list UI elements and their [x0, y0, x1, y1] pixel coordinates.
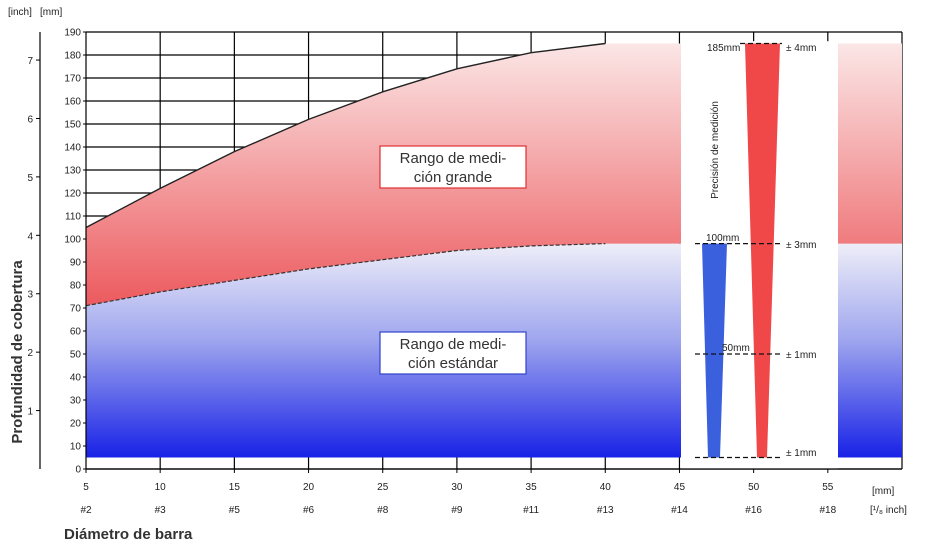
inch-tick-label: 3	[27, 290, 33, 301]
x-unit-mm-label: [mm]	[872, 486, 894, 497]
rebar-label: #8	[377, 505, 389, 516]
y-tick-label: 170	[64, 74, 81, 85]
x-tick-label: 15	[229, 482, 241, 493]
y-tick-label: 90	[70, 258, 82, 269]
y-tick-label: 190	[64, 28, 81, 39]
y-tick-label: 150	[64, 120, 81, 131]
y-tick-label: 160	[64, 97, 81, 108]
rebar-label: #18	[819, 505, 836, 516]
inch-tick-label: 4	[27, 231, 33, 242]
x-tick-label: 45	[674, 482, 686, 493]
x-tick-label: 40	[600, 482, 612, 493]
tolerance-label-3: ± 1mm	[786, 350, 817, 361]
y-tick-label: 120	[64, 189, 81, 200]
series-line-standard	[85, 243, 606, 307]
inch-tick-label: 2	[27, 348, 33, 359]
precision-panel	[681, 41, 838, 469]
tolerance-label-4: ± 1mm	[786, 448, 817, 459]
y-tick-label: 70	[70, 304, 82, 315]
standard-range-label-line1: Rango de medi-	[400, 336, 507, 353]
large-range-label-line1: Rango de medi-	[400, 150, 507, 167]
series-lines	[85, 42, 606, 307]
y-unit-inch-label: [inch]	[8, 7, 32, 18]
y-tick-label: 60	[70, 327, 82, 338]
x-tick-label: 20	[303, 482, 315, 493]
y-tick-label: 130	[64, 166, 81, 177]
y-tick-label: 10	[70, 442, 82, 453]
rebar-label: #2	[80, 505, 92, 516]
rebar-label: #11	[523, 505, 539, 516]
large-range-label-line2: ción grande	[414, 169, 492, 186]
large-range-label: Rango de medi- ción grande	[379, 145, 527, 189]
rebar-label: #6	[303, 505, 315, 516]
x-tick-label: 10	[155, 482, 167, 493]
y-tick-label: 180	[64, 51, 81, 62]
y-axis-title: Profundidad de cobertura	[9, 260, 26, 444]
x-tick-label: 30	[451, 482, 463, 493]
inch-tick-label: 6	[27, 114, 33, 125]
large-precision-wedge	[745, 43, 780, 458]
standard-range-label: Rango de medi- ción estándar	[379, 331, 527, 375]
precision-title: Precisión de medición	[710, 101, 721, 199]
y-tick-label: 0	[75, 465, 81, 476]
standard-mid-label: 50mm	[722, 343, 750, 354]
rebar-label: #3	[155, 505, 167, 516]
x-axis-title: Diámetro de barra	[64, 526, 193, 543]
inch-tick-label: 1	[27, 407, 33, 418]
y-tick-label: 100	[64, 235, 81, 246]
x-tick-label: 50	[748, 482, 760, 493]
x-tick-label: 35	[526, 482, 538, 493]
large-max-label: 185mm	[707, 43, 740, 54]
y-tick-label: 30	[70, 396, 82, 407]
y-unit-mm-label: [mm]	[40, 7, 62, 18]
x-tick-label: 25	[377, 482, 389, 493]
rebar-label: #13	[597, 505, 614, 516]
x-tick-label: 55	[822, 482, 834, 493]
standard-range-label-line2: ción estándar	[408, 355, 498, 372]
rebar-label: #14	[671, 505, 688, 516]
tolerance-label-2: ± 3mm	[786, 240, 817, 251]
x-tick-label: 5	[83, 482, 89, 493]
rebar-label: #9	[451, 505, 463, 516]
standard-max-label: 100mm	[706, 233, 739, 244]
y-tick-label: 50	[70, 350, 82, 361]
x-unit-inch-label: [¹/₈ inch]	[870, 505, 907, 516]
y-tick-label: 80	[70, 281, 82, 292]
axes: 0102030405060708090100110120130140150160…	[27, 28, 902, 516]
y-tick-label: 110	[65, 212, 81, 223]
y-tick-label: 20	[70, 419, 82, 430]
y-tick-label: 40	[70, 373, 82, 384]
inch-tick-label: 7	[27, 56, 33, 67]
rebar-label: #5	[229, 505, 241, 516]
y-tick-label: 140	[64, 143, 81, 154]
rebar-label: #16	[745, 505, 762, 516]
inch-tick-label: 5	[27, 173, 33, 184]
standard-precision-wedge	[702, 243, 727, 458]
tolerance-label-1: ± 4mm	[786, 43, 817, 54]
series-line-large	[85, 42, 606, 229]
